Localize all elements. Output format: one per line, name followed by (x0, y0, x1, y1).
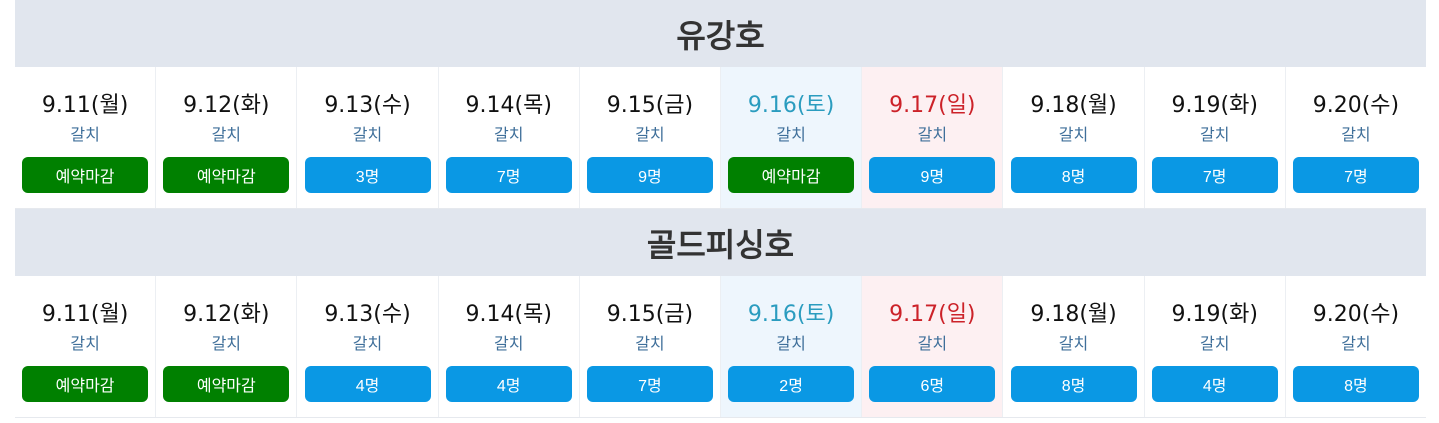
fish-label: 갈치 (635, 334, 665, 353)
day-cell: 9.12(화) 갈치 예약마감 (155, 67, 297, 208)
fish-label: 갈치 (352, 125, 383, 144)
fish-label: 갈치 (776, 125, 806, 144)
date-label: 9.13(수) (324, 93, 411, 118)
date-label: 9.16(토) (747, 93, 835, 118)
date-label: 9.12(화) (183, 93, 270, 118)
date-label: 9.18(월) (1030, 302, 1117, 327)
fish-label: 갈치 (1341, 334, 1371, 353)
fish-label: 갈치 (70, 334, 100, 353)
fish-label: 갈치 (1058, 334, 1089, 353)
reservation-closed-button[interactable]: 예약마감 (728, 157, 855, 193)
day-cell: 9.19(화) 갈치 7명 (1143, 67, 1285, 208)
fish-label: 갈치 (776, 334, 806, 353)
fish-label: 갈치 (917, 334, 948, 353)
date-label: 9.14(목) (465, 302, 552, 327)
date-label: 9.18(월) (1030, 93, 1117, 118)
fish-label: 갈치 (211, 125, 242, 144)
reservation-closed-button[interactable]: 예약마감 (163, 366, 290, 402)
seats-available-button[interactable]: 4명 (1151, 366, 1278, 402)
fish-label: 갈치 (1058, 125, 1089, 144)
fish-label: 갈치 (211, 334, 242, 353)
day-cell: 9.16(토) 갈치 예약마감 (720, 67, 862, 208)
seats-available-button[interactable]: 8명 (1010, 157, 1137, 193)
day-cell: 9.12(화) 갈치 예약마감 (155, 276, 297, 417)
day-cell: 9.20(수) 갈치 7명 (1284, 67, 1427, 208)
fish-label: 갈치 (917, 125, 948, 144)
date-label: 9.13(수) (324, 302, 411, 327)
day-cell: 9.13(수) 갈치 3명 (296, 67, 438, 208)
date-label: 9.11(월) (41, 302, 129, 327)
day-cell: 9.11(월) 갈치 예약마감 (15, 67, 156, 208)
boat-title: 골드피싱호 (15, 209, 1426, 276)
date-label: 9.16(토) (747, 302, 835, 327)
day-cell: 9.14(목) 갈치 4명 (437, 276, 579, 417)
fish-label: 갈치 (352, 334, 383, 353)
reservation-closed-button[interactable]: 예약마감 (22, 157, 149, 193)
day-cell: 9.15(금) 갈치 7명 (578, 276, 721, 417)
schedule-row: 9.11(월) 갈치 예약마감 9.12(화) 갈치 예약마감 9.13(수) 갈치… (15, 276, 1427, 418)
seats-available-button[interactable]: 3명 (304, 157, 431, 193)
seats-available-button[interactable]: 7명 (1292, 157, 1419, 193)
seats-available-button[interactable]: 8명 (1010, 366, 1137, 402)
seats-available-button[interactable]: 6명 (869, 366, 996, 402)
reservation-closed-button[interactable]: 예약마감 (22, 366, 149, 402)
date-label: 9.17(일) (889, 302, 976, 327)
date-label: 9.17(일) (889, 93, 976, 118)
day-cell: 9.14(목) 갈치 7명 (437, 67, 579, 208)
day-cell: 9.11(월) 갈치 예약마감 (15, 276, 156, 417)
fish-label: 갈치 (493, 334, 524, 353)
seats-available-button[interactable]: 7명 (586, 366, 713, 402)
date-label: 9.11(월) (41, 93, 129, 118)
date-label: 9.15(금) (606, 93, 694, 118)
day-cell: 9.15(금) 갈치 9명 (578, 67, 721, 208)
date-label: 9.19(화) (1171, 302, 1258, 327)
fish-label: 갈치 (493, 125, 524, 144)
date-label: 9.14(목) (465, 93, 552, 118)
seats-available-button[interactable]: 9명 (586, 157, 713, 193)
seats-available-button[interactable]: 7명 (445, 157, 572, 193)
reservation-calendar: 유강호 9.11(월) 갈치 예약마감 9.12(화) 갈치 예약마감 9.13(수)… (15, 0, 1427, 418)
seats-available-button[interactable]: 8명 (1292, 366, 1419, 402)
fish-label: 갈치 (1341, 125, 1371, 144)
date-label: 9.15(금) (606, 302, 694, 327)
fish-label: 갈치 (1200, 334, 1230, 353)
day-cell: 9.17(일) 갈치 6명 (861, 276, 1003, 417)
schedule-row: 9.11(월) 갈치 예약마감 9.12(화) 갈치 예약마감 9.13(수) 갈치… (15, 67, 1427, 209)
date-label: 9.12(화) (183, 302, 270, 327)
day-cell: 9.19(화) 갈치 4명 (1143, 276, 1285, 417)
date-label: 9.19(화) (1171, 93, 1258, 118)
day-cell: 9.17(일) 갈치 9명 (861, 67, 1003, 208)
day-cell: 9.20(수) 갈치 8명 (1284, 276, 1427, 417)
fish-label: 갈치 (70, 125, 100, 144)
day-cell: 9.18(월) 갈치 8명 (1002, 276, 1144, 417)
seats-available-button[interactable]: 4명 (304, 366, 431, 402)
date-label: 9.20(수) (1312, 302, 1400, 327)
seats-available-button[interactable]: 2명 (728, 366, 855, 402)
day-cell: 9.18(월) 갈치 8명 (1002, 67, 1144, 208)
seats-available-button[interactable]: 9명 (869, 157, 996, 193)
boat-title: 유강호 (15, 0, 1426, 67)
seats-available-button[interactable]: 7명 (1151, 157, 1278, 193)
date-label: 9.20(수) (1312, 93, 1400, 118)
fish-label: 갈치 (1200, 125, 1230, 144)
day-cell: 9.16(토) 갈치 2명 (720, 276, 862, 417)
day-cell: 9.13(수) 갈치 4명 (296, 276, 438, 417)
seats-available-button[interactable]: 4명 (445, 366, 572, 402)
fish-label: 갈치 (635, 125, 665, 144)
reservation-closed-button[interactable]: 예약마감 (163, 157, 290, 193)
